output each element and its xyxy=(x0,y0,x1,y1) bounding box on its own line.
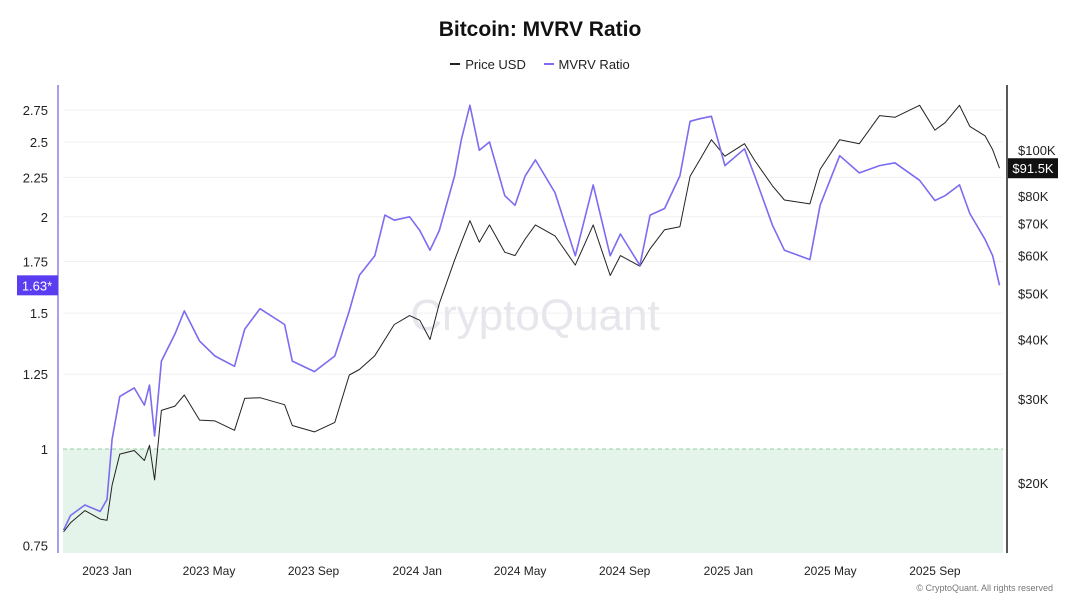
right-axis-tick-label: $60K xyxy=(1018,249,1049,264)
x-axis-tick-label: 2024 Sep xyxy=(599,564,651,578)
right-axis-tick-label: $100K xyxy=(1018,143,1056,158)
x-axis-tick-label: 2025 Sep xyxy=(909,564,961,578)
chart-title: Bitcoin: MVRV Ratio xyxy=(438,18,642,41)
price-current-label: $91.5K xyxy=(1012,161,1054,176)
right-axis-tick-label: $20K xyxy=(1018,476,1049,491)
x-axis-tick-label: 2024 May xyxy=(494,564,547,578)
right-axis-tick-label: $30K xyxy=(1018,392,1049,407)
x-axis-tick-label: 2023 Sep xyxy=(288,564,340,578)
right-axis-tick-label: $80K xyxy=(1018,189,1049,204)
left-axis-tick-label: 2.75 xyxy=(23,103,48,118)
legend: Price USD MVRV Ratio xyxy=(0,53,1080,72)
legend-swatch-mvrv xyxy=(543,63,554,65)
legend-item-price[interactable]: Price USD xyxy=(450,57,526,72)
left-axis-tick-label: 2.25 xyxy=(23,170,48,185)
left-axis-tick-label: 1.25 xyxy=(23,367,48,382)
legend-item-mvrv[interactable]: MVRV Ratio xyxy=(543,56,630,72)
left-axis-tick-label: 2.5 xyxy=(30,135,48,150)
mvrv-current-marker: 1.63* xyxy=(17,275,58,296)
left-axis-tick-label: 1 xyxy=(41,442,48,457)
left-axis-tick-label: 1.75 xyxy=(23,255,48,270)
legend-label-price: Price USD xyxy=(465,56,526,72)
right-axis-tick-label: $40K xyxy=(1018,333,1049,348)
right-axis-tick-label: $50K xyxy=(1018,286,1049,301)
legend-swatch-price xyxy=(450,63,461,65)
x-axis-tick-label: 2025 Jan xyxy=(704,564,753,578)
mvrv-ratio-line xyxy=(62,104,1001,531)
x-axis-tick-label: 2023 Jan xyxy=(82,564,131,578)
footer-copyright: © CryptoQuant. All rights reserved xyxy=(916,583,1053,593)
watermark: CryptoQuant xyxy=(410,291,659,340)
right-axis-tick-label: $70K xyxy=(1018,217,1049,232)
price-usd-line xyxy=(63,104,1000,533)
x-axis-tick-label: 2025 May xyxy=(804,564,857,578)
price-current-marker: $91.5K xyxy=(1008,158,1058,179)
below-one-shade xyxy=(63,449,1003,553)
left-axis-tick-label: 2 xyxy=(41,210,48,225)
left-axis-tick-label: 0.75 xyxy=(23,538,48,553)
mvrv-current-label: 1.63* xyxy=(22,278,52,293)
x-axis-tick-label: 2024 Jan xyxy=(393,564,442,578)
left-axis-tick-label: 1.5 xyxy=(30,306,48,321)
legend-label-mvrv: MVRV Ratio xyxy=(558,56,630,72)
x-axis-tick-label: 2023 May xyxy=(183,564,236,578)
